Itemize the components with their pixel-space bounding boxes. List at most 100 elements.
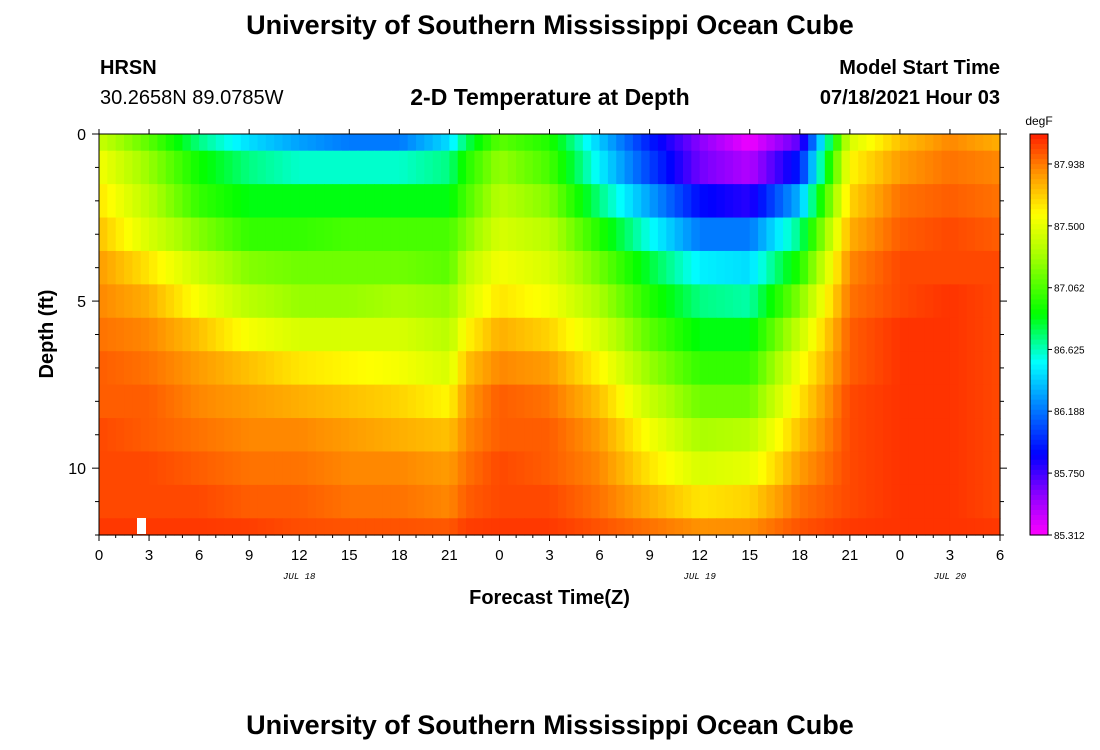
heatmap-cell — [657, 217, 667, 252]
heatmap-cell — [916, 184, 926, 219]
heatmap-cell — [449, 384, 459, 419]
heatmap-cell — [457, 518, 467, 536]
heatmap-cell — [949, 518, 959, 536]
heatmap-cell — [641, 484, 651, 519]
heatmap-cell — [432, 484, 442, 519]
heatmap-cell — [532, 384, 542, 419]
heatmap-cell — [866, 518, 876, 536]
heatmap-cell — [924, 284, 934, 319]
heatmap-cell — [758, 418, 767, 453]
heatmap-cell — [899, 284, 909, 319]
heatmap-cell — [382, 317, 392, 352]
heatmap-cell — [974, 284, 984, 319]
heatmap-cell — [499, 351, 509, 386]
heatmap-cell — [466, 451, 476, 486]
heatmap-cell — [315, 418, 325, 453]
heatmap-cell — [783, 418, 793, 453]
heatmap-cell — [724, 351, 734, 386]
heatmap-cell — [574, 418, 584, 453]
heatmap-cell — [157, 317, 167, 352]
heatmap-cell — [624, 384, 634, 419]
heatmap-cell — [741, 184, 751, 219]
heatmap-cell — [557, 384, 567, 419]
heatmap-cell — [541, 484, 551, 519]
heatmap-cell — [290, 451, 300, 486]
heatmap-cell — [691, 351, 701, 386]
heatmap-cell — [165, 451, 175, 486]
heatmap-cell — [557, 250, 567, 285]
heatmap-cell — [466, 284, 476, 319]
heatmap-cell — [299, 384, 309, 419]
heatmap-cell — [199, 150, 209, 185]
x-tick-label: 6 — [195, 547, 203, 564]
heatmap-cell — [224, 351, 234, 386]
heatmap-cell — [758, 484, 767, 519]
heatmap-cell — [649, 184, 659, 219]
heatmap-cell — [666, 217, 676, 252]
heatmap-cell — [691, 418, 701, 453]
colorbar-segment — [1030, 219, 1048, 225]
heatmap-cell — [808, 250, 818, 285]
heatmap-cell — [924, 484, 934, 519]
heatmap-cell — [190, 284, 200, 319]
heatmap-cell — [591, 184, 601, 219]
heatmap-cell — [816, 150, 826, 185]
heatmap-cell — [908, 284, 918, 319]
heatmap-cell — [749, 384, 759, 419]
heatmap-cell — [983, 451, 993, 486]
heatmap-cell — [466, 351, 476, 386]
heatmap-cell — [858, 150, 868, 185]
heatmap-cell — [699, 217, 709, 252]
heatmap-cell — [641, 317, 651, 352]
heatmap-cell — [482, 150, 492, 185]
heatmap-cell — [99, 217, 108, 252]
heatmap-cell — [315, 134, 325, 152]
heatmap-cell — [657, 150, 667, 185]
heatmap-cell — [649, 250, 659, 285]
colorbar-tick-label: 87.062 — [1054, 284, 1085, 295]
colorbar-segment — [1030, 224, 1048, 230]
heatmap-cell — [240, 250, 250, 285]
heatmap-cell — [240, 134, 250, 152]
heatmap-cell — [416, 384, 425, 419]
heatmap-cell — [541, 134, 551, 152]
heatmap-cell — [949, 451, 959, 486]
heatmap-cell — [257, 284, 267, 319]
heatmap-cell — [257, 451, 267, 486]
heatmap-cell — [941, 418, 951, 453]
heatmap-cell — [799, 484, 809, 519]
heatmap-cell — [274, 184, 284, 219]
heatmap-cell — [199, 518, 209, 536]
heatmap-cell — [232, 150, 242, 185]
heatmap-cell — [299, 250, 309, 285]
heatmap-cell — [507, 134, 517, 152]
heatmap-cell — [591, 451, 601, 486]
heatmap-cell — [849, 150, 859, 185]
heatmap-cell — [791, 284, 801, 319]
heatmap-cell — [808, 184, 818, 219]
heatmap-cell — [374, 184, 384, 219]
heatmap-cell — [624, 484, 634, 519]
heatmap-cell — [124, 184, 133, 219]
heatmap-cell — [174, 150, 184, 185]
heatmap-cell — [883, 250, 893, 285]
heatmap-cell — [891, 518, 901, 536]
heatmap-cell — [315, 250, 325, 285]
heatmap-cell — [449, 484, 459, 519]
heatmap-cell — [966, 284, 976, 319]
heatmap-cell — [115, 418, 125, 453]
heatmap-cell — [724, 518, 734, 536]
heatmap-cell — [332, 250, 342, 285]
colorbar-segment — [1030, 189, 1048, 195]
heatmap-cell — [132, 134, 142, 152]
heatmap-cell — [340, 384, 350, 419]
heatmap-cell — [457, 217, 467, 252]
heatmap-cell — [774, 284, 784, 319]
heatmap-cell — [466, 150, 476, 185]
heatmap-cell — [941, 384, 951, 419]
heatmap-cell — [265, 284, 275, 319]
heatmap-cell — [374, 250, 384, 285]
heatmap-cell — [432, 217, 442, 252]
x-tick-label: 3 — [545, 547, 553, 564]
heatmap-cell — [466, 134, 476, 152]
